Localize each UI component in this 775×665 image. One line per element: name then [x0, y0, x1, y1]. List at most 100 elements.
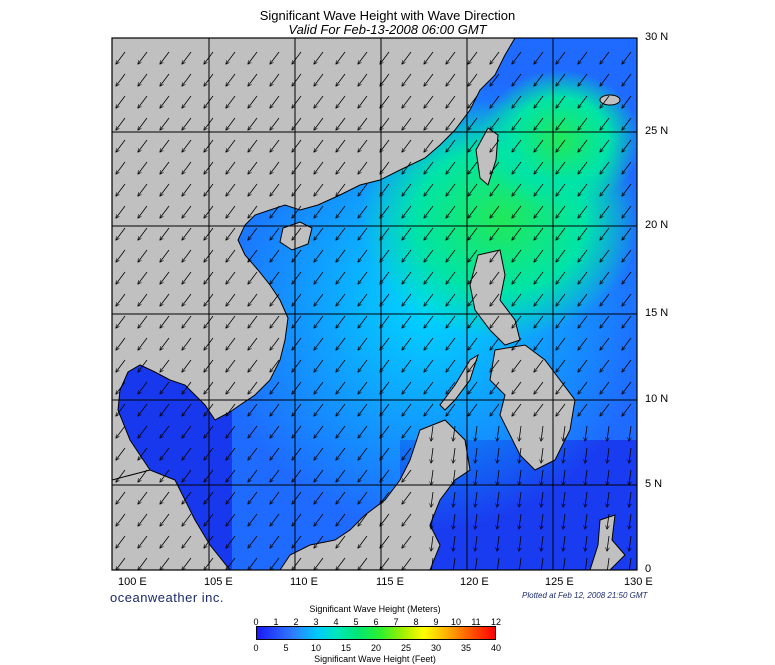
wave-arrow: [380, 183, 390, 196]
wave-arrow: [116, 557, 126, 570]
wave-arrow: [292, 337, 302, 350]
lon-label: 115 E: [376, 576, 404, 588]
wave-arrow: [607, 469, 609, 485]
colorbar-meter-tick: 12: [490, 617, 501, 627]
wave-arrow: [629, 469, 631, 485]
wave-arrow: [292, 271, 302, 284]
wave-arrow: [204, 447, 214, 460]
wave-arrow: [116, 513, 126, 526]
wave-arrow: [160, 315, 170, 328]
wave-arrow: [116, 535, 126, 548]
wave-arrow: [314, 271, 324, 284]
wave-arrow: [578, 293, 588, 306]
wave-arrow: [578, 249, 588, 262]
wave-arrow: [270, 491, 280, 504]
wave-arrow: [138, 557, 148, 570]
wave-arrow: [490, 337, 500, 350]
wave-arrow: [424, 271, 434, 284]
wave-arrow: [336, 447, 346, 460]
wave-arrow: [446, 315, 456, 328]
wave-arrow: [248, 315, 258, 328]
colorbar-meter-tick: 5: [353, 617, 359, 627]
wave-arrow: [336, 249, 346, 262]
wave-arrow: [116, 337, 126, 350]
wave-arrow: [578, 161, 588, 174]
wave-arrow: [402, 491, 412, 504]
land-hainan: [279, 221, 313, 251]
wave-arrow: [622, 205, 632, 218]
wave-arrow: [424, 293, 434, 306]
wave-arrow: [453, 425, 455, 441]
wave-arrow: [380, 513, 390, 526]
wave-arrow: [519, 425, 521, 441]
wave-arrow: [116, 117, 126, 130]
wave-arrow: [204, 425, 214, 438]
wave-arrow: [600, 293, 610, 306]
colorbar-feet-tick: 40: [490, 643, 501, 653]
colorbar-meter-tick: 10: [450, 617, 461, 627]
wave-arrow: [446, 403, 456, 416]
wave-arrow: [160, 381, 170, 394]
wave-arrow: [578, 95, 588, 108]
wave-arrow: [380, 557, 390, 570]
wave-arrow: [490, 73, 500, 86]
wave-arrow: [468, 205, 478, 218]
wave-arrow: [270, 381, 280, 394]
wave-arrow: [226, 469, 236, 482]
wave-arrow: [160, 205, 170, 218]
wave-arrow: [380, 535, 390, 548]
wave-arrow: [497, 447, 499, 463]
wave-arrow: [138, 249, 148, 262]
wave-arrow: [314, 227, 324, 240]
wave-arrow: [563, 535, 565, 551]
wave-arrow: [578, 337, 588, 350]
wave-arrow: [453, 535, 455, 551]
wave-arrow: [622, 249, 632, 262]
colorbar: [256, 626, 496, 640]
wave-map: [111, 37, 638, 571]
wave-arrow: [138, 535, 148, 548]
wave-arrow: [138, 403, 148, 416]
wave-arrow: [336, 381, 346, 394]
wave-arrow: [336, 513, 346, 526]
wave-arrow: [431, 513, 433, 529]
wave-arrow: [138, 51, 148, 64]
wave-arrow: [475, 469, 477, 485]
wave-arrow: [578, 271, 588, 284]
wave-arrow: [468, 139, 478, 152]
wave-arrow: [534, 139, 544, 152]
wave-arrow: [160, 183, 170, 196]
wave-arrow: [314, 513, 324, 526]
wave-arrow: [270, 205, 280, 218]
wave-arrow: [600, 315, 610, 328]
wave-arrow: [556, 95, 566, 108]
wave-arrow: [578, 51, 588, 64]
wave-arrow: [446, 381, 456, 394]
wave-arrow: [358, 161, 368, 174]
wave-arrow: [182, 403, 192, 416]
wave-arrow: [607, 557, 609, 570]
wave-arrow: [226, 337, 236, 350]
wave-arrow: [446, 51, 456, 64]
wave-arrow: [248, 293, 258, 306]
wave-arrow: [248, 73, 258, 86]
wave-arrow: [270, 271, 280, 284]
wave-arrow: [336, 139, 346, 152]
wave-arrow: [226, 425, 236, 438]
wave-arrow: [556, 161, 566, 174]
wave-arrow: [270, 535, 280, 548]
wave-arrow: [314, 183, 324, 196]
wave-arrow: [622, 381, 632, 394]
wave-arrow: [512, 293, 522, 306]
wave-arrow: [270, 425, 280, 438]
wave-arrow: [563, 491, 565, 507]
wave-arrow: [138, 425, 148, 438]
wave-arrow: [116, 403, 126, 416]
map-title: Significant Wave Height with Wave Direct…: [259, 8, 516, 23]
wave-arrow: [248, 403, 258, 416]
wave-arrow: [226, 95, 236, 108]
wave-arrow: [270, 315, 280, 328]
colorbar-feet-tick: 15: [340, 643, 351, 653]
wave-arrow: [270, 117, 280, 130]
wave-arrow: [314, 381, 324, 394]
